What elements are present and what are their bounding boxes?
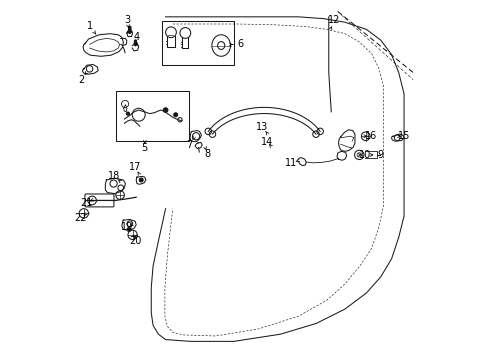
Text: 11: 11: [285, 158, 297, 168]
Text: 19: 19: [121, 222, 133, 232]
Text: 12: 12: [327, 15, 340, 26]
Text: 7: 7: [185, 140, 192, 150]
Text: 2: 2: [78, 75, 84, 85]
Text: 10: 10: [358, 150, 370, 160]
Text: 16: 16: [364, 131, 376, 141]
Circle shape: [139, 177, 143, 183]
Text: 15: 15: [397, 131, 409, 141]
Text: 20: 20: [129, 236, 141, 246]
Text: 22: 22: [75, 213, 87, 223]
Circle shape: [126, 227, 131, 232]
FancyArrow shape: [127, 27, 132, 34]
Circle shape: [173, 112, 178, 117]
Text: 18: 18: [108, 171, 120, 181]
Text: 14: 14: [260, 137, 272, 147]
Text: 5: 5: [142, 143, 148, 153]
Circle shape: [125, 112, 130, 116]
Text: 6: 6: [237, 40, 244, 49]
Text: 13: 13: [256, 122, 268, 132]
Text: 4: 4: [134, 32, 140, 41]
Text: 17: 17: [129, 162, 141, 172]
Circle shape: [163, 107, 168, 113]
FancyArrow shape: [133, 40, 137, 46]
Text: 8: 8: [204, 149, 210, 159]
Text: 21: 21: [81, 198, 93, 208]
Text: 1: 1: [86, 21, 92, 31]
Text: 3: 3: [123, 15, 130, 26]
Text: 9: 9: [376, 150, 382, 160]
